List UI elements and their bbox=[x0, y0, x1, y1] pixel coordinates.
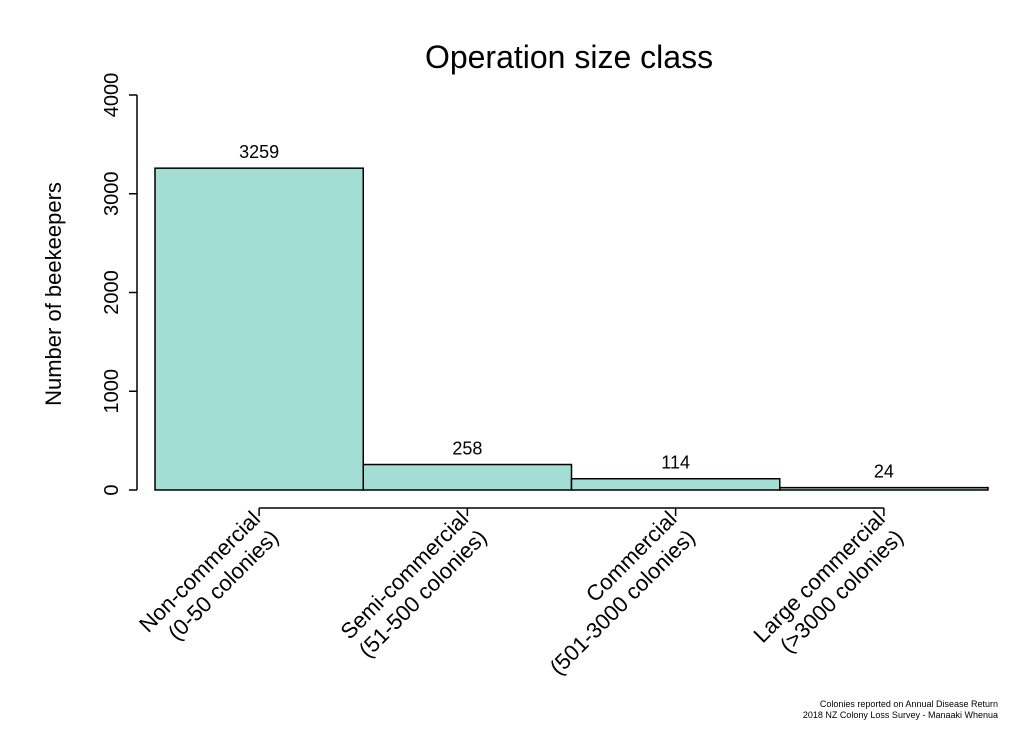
data-labels: 3259 258 114 24 bbox=[239, 142, 894, 481]
x-tick-label: Non-commercial(0-50 colonies) bbox=[134, 506, 283, 645]
y-tick-label: 3000 bbox=[101, 172, 123, 217]
axes bbox=[129, 94, 885, 516]
bar bbox=[362, 463, 573, 491]
bar-value-label: 3259 bbox=[239, 142, 279, 162]
bar-value-label: 24 bbox=[874, 462, 894, 482]
y-tick-label: 4000 bbox=[101, 73, 123, 118]
bar bbox=[570, 477, 781, 491]
y-tick-labels: 0 1000 2000 3000 4000 bbox=[101, 73, 123, 496]
bar bbox=[154, 167, 364, 491]
chart-title: Operation size class bbox=[425, 39, 713, 75]
bar bbox=[779, 486, 989, 491]
y-tick-label: 0 bbox=[101, 484, 123, 495]
y-axis-label: Number of beekeepers bbox=[41, 182, 66, 406]
y-tick-label: 1000 bbox=[101, 369, 123, 414]
x-tick-labels: Non-commercial(0-50 colonies) Semi-commer… bbox=[134, 506, 908, 680]
x-tick-label: Semi-commercial(51-500 colonies) bbox=[335, 506, 491, 662]
footnote-line-1: Colonies reported on Annual Disease Retu… bbox=[820, 699, 998, 709]
footnote-line-2: 2018 NZ Colony Loss Survey - Manaaki Whe… bbox=[803, 710, 998, 720]
bar-value-label: 114 bbox=[661, 453, 690, 473]
bars bbox=[154, 167, 989, 491]
x-tick-label: Large commercial(>3000 colonies) bbox=[748, 506, 908, 658]
bar-value-label: 258 bbox=[452, 439, 482, 459]
x-tick-label: Commercial(501-3000 colonies) bbox=[545, 506, 700, 680]
y-tick-label: 2000 bbox=[101, 270, 123, 315]
